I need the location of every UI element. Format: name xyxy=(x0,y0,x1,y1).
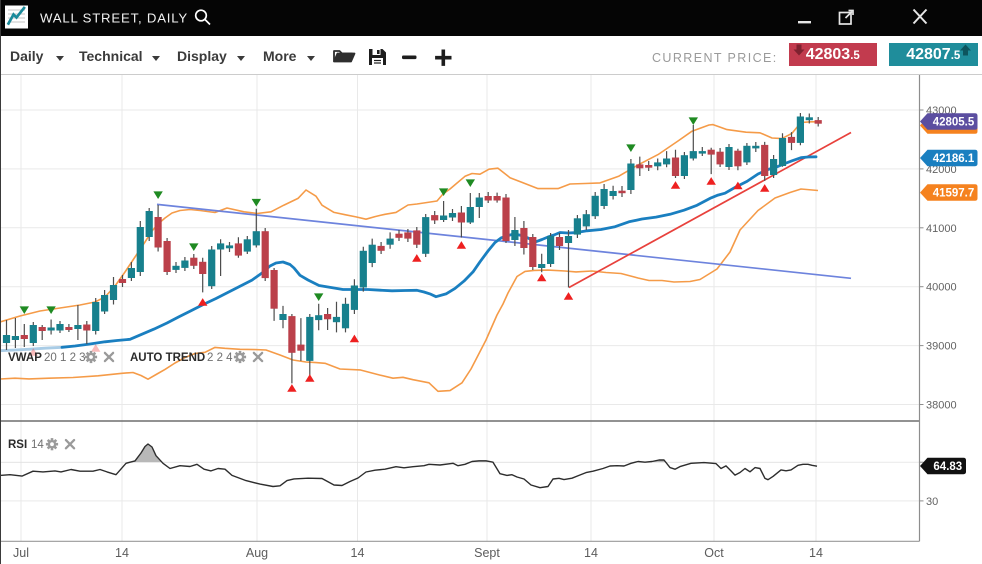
svg-text:38000: 38000 xyxy=(926,400,957,412)
svg-text:39000: 39000 xyxy=(926,341,957,353)
svg-text:Aug: Aug xyxy=(246,546,268,560)
svg-text:64.83: 64.83 xyxy=(933,461,962,473)
svg-text:2 2 4: 2 2 4 xyxy=(207,352,233,364)
svg-text:14: 14 xyxy=(809,546,823,560)
svg-text:Oct: Oct xyxy=(704,546,724,560)
svg-text:20 1 2 3: 20 1 2 3 xyxy=(44,352,86,364)
svg-text:RSI: RSI xyxy=(8,439,27,451)
svg-text:40000: 40000 xyxy=(926,282,957,294)
svg-text:41000: 41000 xyxy=(926,223,957,235)
svg-text:14: 14 xyxy=(351,546,365,560)
svg-text:Sept: Sept xyxy=(474,546,500,560)
svg-text:42186.1: 42186.1 xyxy=(933,153,975,165)
svg-text:42000: 42000 xyxy=(926,164,957,176)
svg-text:14: 14 xyxy=(584,546,598,560)
svg-text:WALL STREET, DAILY: WALL STREET, DAILY xyxy=(40,11,188,26)
svg-text:VWAP: VWAP xyxy=(8,352,42,364)
svg-text:14: 14 xyxy=(115,546,129,560)
svg-text:30: 30 xyxy=(926,496,938,508)
svg-text:42805.5: 42805.5 xyxy=(933,117,975,129)
svg-text:41597.7: 41597.7 xyxy=(933,188,975,200)
svg-text:Jul: Jul xyxy=(13,546,29,560)
svg-text:14: 14 xyxy=(31,439,44,451)
svg-text:AUTO TREND: AUTO TREND xyxy=(130,352,205,364)
